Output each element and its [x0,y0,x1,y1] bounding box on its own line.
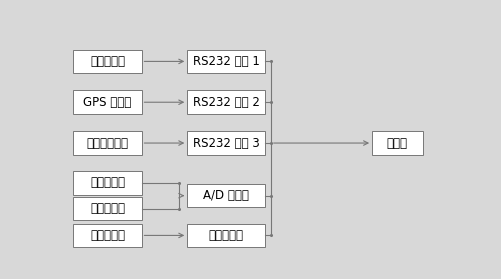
Bar [187,50,265,73]
Text: 图像采集卡: 图像采集卡 [208,229,243,242]
Text: GPS 传感器: GPS 传感器 [83,96,131,109]
Text: 视觉传感器: 视觉传感器 [90,229,125,242]
Bar [371,131,422,155]
Bar [73,223,141,247]
Bar [187,223,265,247]
Bar [73,131,141,155]
Bar [73,50,141,73]
Bar [73,171,141,195]
Text: RS232 串口 3: RS232 串口 3 [192,136,259,150]
Bar [187,90,265,114]
Bar [73,90,141,114]
Bar [187,184,265,208]
Bar [187,131,265,155]
Bar [73,197,141,220]
Text: 速度传感器: 速度传感器 [90,202,125,215]
Text: 航向角传感器: 航向角传感器 [86,136,128,150]
Text: RS232 串口 2: RS232 串口 2 [192,96,259,109]
Text: 角度传感器: 角度传感器 [90,176,125,189]
Text: A/D 转换卡: A/D 转换卡 [203,189,248,202]
Text: RS232 串口 1: RS232 串口 1 [192,55,259,68]
Text: 计算机: 计算机 [386,136,407,150]
Text: 激光扫描仪: 激光扫描仪 [90,55,125,68]
